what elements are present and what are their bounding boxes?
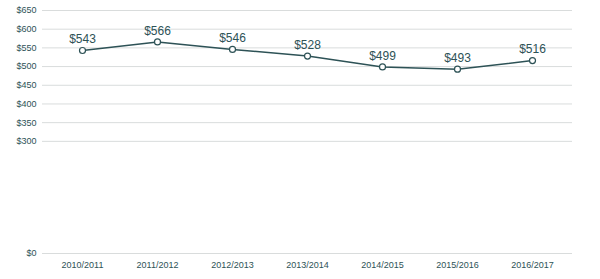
svg-text:$500: $500 — [16, 61, 36, 71]
svg-text:2010/2011: 2010/2011 — [62, 260, 104, 270]
svg-text:$450: $450 — [16, 80, 36, 90]
svg-text:$516: $516 — [519, 42, 546, 56]
svg-text:$0: $0 — [26, 248, 36, 258]
svg-text:$493: $493 — [444, 51, 471, 65]
svg-text:$546: $546 — [219, 31, 246, 45]
svg-text:2014/2015: 2014/2015 — [361, 260, 404, 270]
svg-text:$528: $528 — [294, 38, 321, 52]
svg-text:$650: $650 — [16, 5, 36, 15]
svg-text:$543: $543 — [69, 32, 96, 46]
svg-text:2015/2016: 2015/2016 — [436, 260, 479, 270]
svg-text:2012/2013: 2012/2013 — [211, 260, 254, 270]
svg-text:$350: $350 — [16, 118, 36, 128]
svg-text:$550: $550 — [16, 43, 36, 53]
svg-text:$566: $566 — [144, 24, 171, 38]
svg-text:2013/2014: 2013/2014 — [286, 260, 329, 270]
svg-text:$499: $499 — [369, 49, 396, 63]
svg-text:$600: $600 — [16, 24, 36, 34]
svg-text:2011/2012: 2011/2012 — [137, 260, 179, 270]
svg-text:2016/2017: 2016/2017 — [511, 260, 554, 270]
svg-text:$300: $300 — [16, 136, 36, 146]
svg-text:$400: $400 — [16, 99, 36, 109]
